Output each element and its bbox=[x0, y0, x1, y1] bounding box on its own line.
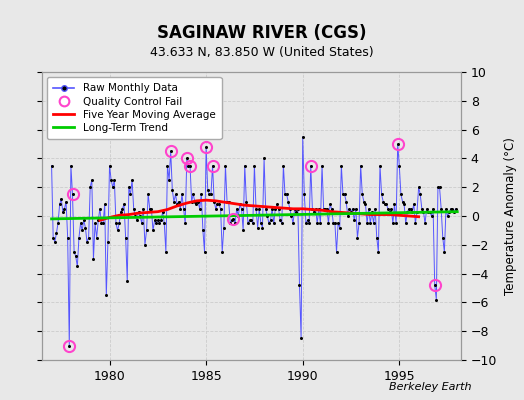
Text: 43.633 N, 83.850 W (United States): 43.633 N, 83.850 W (United States) bbox=[150, 46, 374, 59]
Text: SAGINAW RIVER (CGS): SAGINAW RIVER (CGS) bbox=[157, 24, 367, 42]
Y-axis label: Temperature Anomaly (°C): Temperature Anomaly (°C) bbox=[504, 137, 517, 295]
Text: Berkeley Earth: Berkeley Earth bbox=[389, 382, 472, 392]
Legend: Raw Monthly Data, Quality Control Fail, Five Year Moving Average, Long-Term Tren: Raw Monthly Data, Quality Control Fail, … bbox=[47, 77, 222, 139]
